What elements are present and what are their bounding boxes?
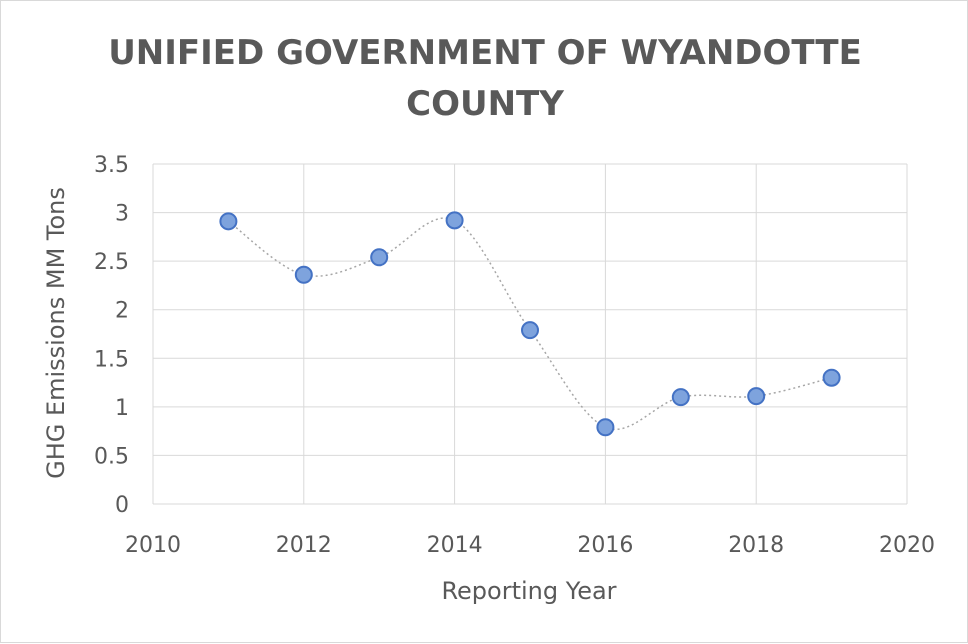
- data-point-2016: [596, 418, 615, 437]
- x-tick-label: 2012: [276, 533, 332, 558]
- x-tick-label: 2020: [879, 533, 935, 558]
- y-tick-label: 3.5: [94, 153, 129, 178]
- x-tick-label: 2014: [427, 533, 483, 558]
- chart-title-line-1: UNIFIED GOVERNMENT OF WYANDOTTE: [108, 33, 862, 73]
- y-axis-title: GHG Emissions MM Tons: [42, 187, 70, 479]
- data-point-2017: [671, 388, 690, 407]
- data-point-2015: [521, 321, 539, 340]
- y-tick-label: 2.5: [94, 250, 129, 275]
- data-point-2013: [370, 248, 389, 267]
- y-tick-label: 1.5: [94, 347, 129, 372]
- data-point-2018: [747, 387, 766, 406]
- data-point-2011: [219, 212, 238, 231]
- y-tick-label: 0: [115, 493, 129, 518]
- y-tick-label: 3: [115, 202, 129, 227]
- x-tick-label: 2018: [728, 533, 784, 558]
- y-tick-label: 0.5: [94, 444, 129, 469]
- data-point-2019: [822, 368, 841, 387]
- data-point-2012: [294, 265, 313, 284]
- x-tick-label: 2016: [577, 533, 633, 558]
- chart-title-line-2: COUNTY: [406, 84, 564, 124]
- axis-ticks: 0 0.5 1 1.5 2 2.5 3 3.5 2010 2012 2014 2016 2018 2020: [94, 153, 935, 558]
- x-axis-title: Reporting Year: [441, 577, 616, 605]
- data-series: [219, 211, 841, 437]
- y-tick-label: 1: [115, 396, 129, 421]
- x-tick-label: 2010: [125, 533, 181, 558]
- y-tick-label: 2: [115, 299, 129, 324]
- data-point-2014: [445, 211, 464, 230]
